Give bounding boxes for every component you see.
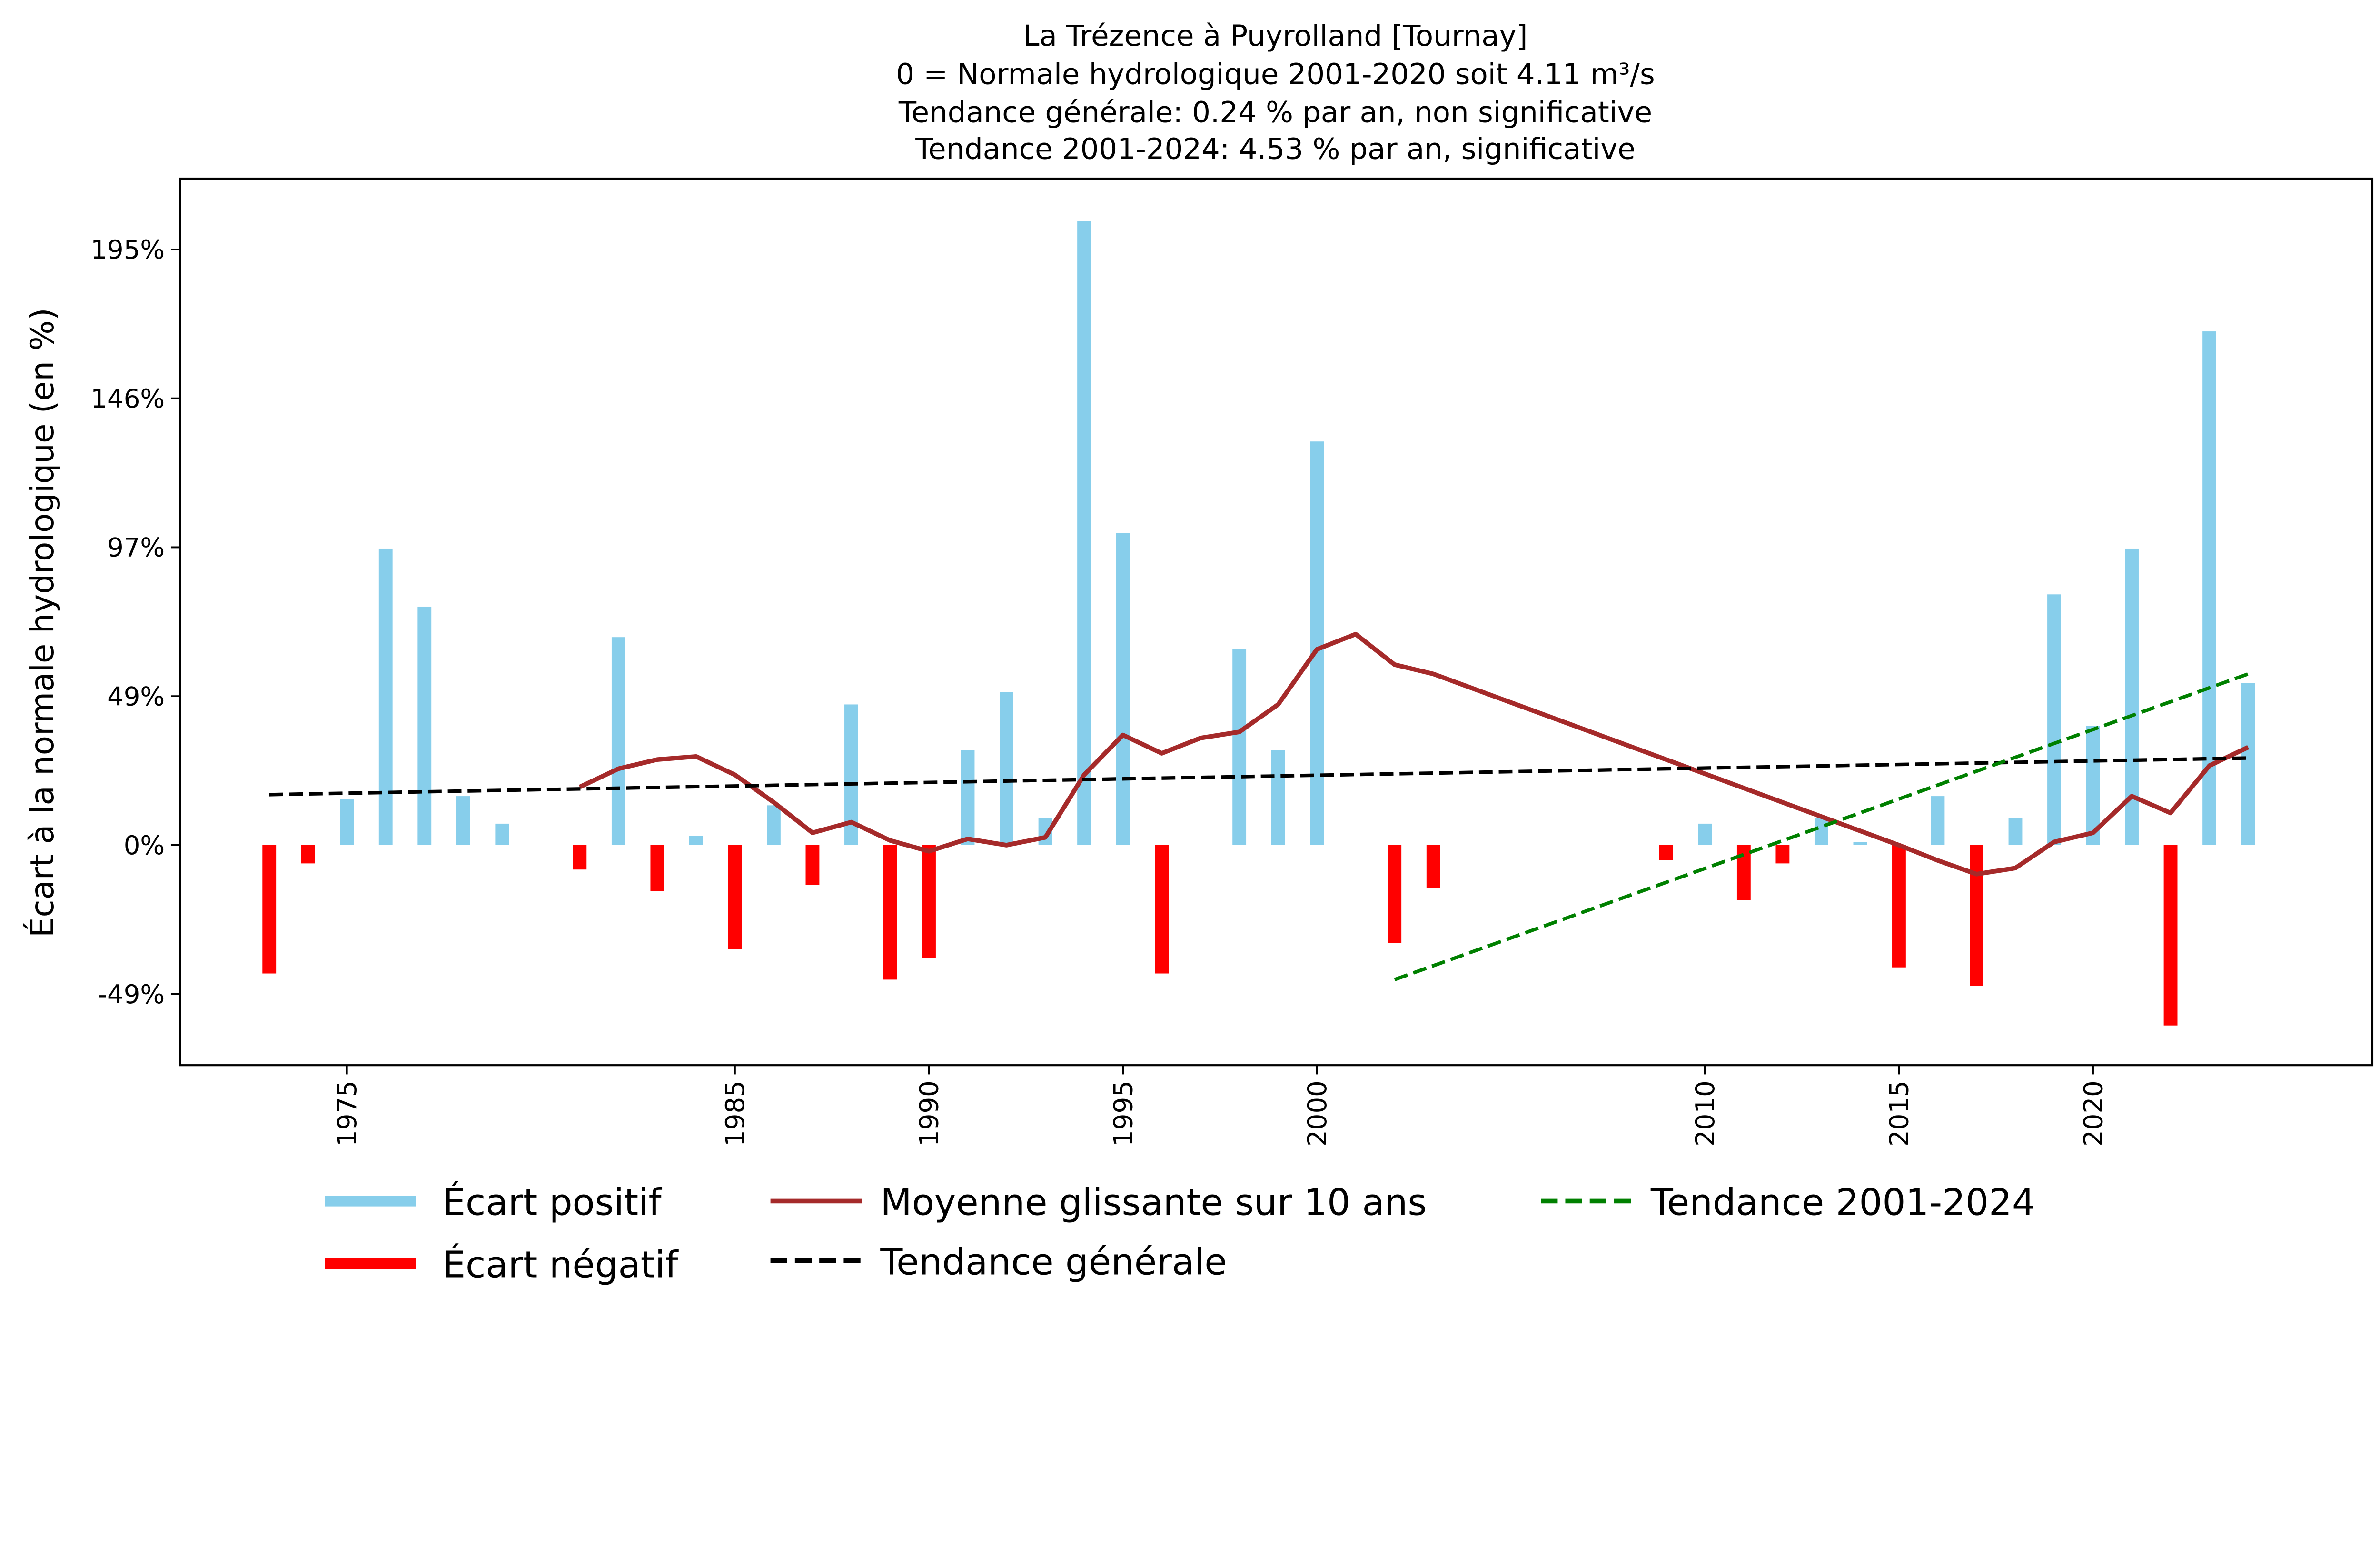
legend: Écart positif Écart négatif Moyenne glis…: [325, 1181, 2035, 1287]
bar-positive: [1000, 692, 1013, 845]
bar-positive: [2086, 726, 2100, 845]
bar-positive: [611, 637, 625, 845]
bar-positive: [1310, 441, 1324, 845]
bar-negative: [2163, 845, 2178, 1026]
bar-negative: [728, 845, 742, 949]
bar-negative: [301, 845, 315, 864]
y-tick-label: 146%: [90, 383, 165, 414]
bar-negative: [262, 845, 277, 974]
bar-negative: [1736, 845, 1751, 900]
bar-negative: [650, 845, 664, 891]
bar-negative: [573, 845, 587, 870]
bar-positive: [1814, 818, 1828, 845]
bar-positive: [2047, 594, 2061, 845]
trend-recent-line: [1394, 672, 2249, 981]
bar-negative: [1970, 845, 1983, 986]
bar-negative: [1659, 845, 1673, 860]
plot-frame: [179, 177, 2374, 1067]
bar-positive: [340, 799, 354, 845]
bar-positive: [1853, 842, 1867, 845]
y-tick-label: 49%: [107, 681, 165, 711]
title-line-2: 0 = Normale hydrologique 2001-2020 soit …: [896, 57, 1655, 91]
y-axis-label: Écart à la normale hydrologique (en %): [23, 308, 61, 938]
chart: La Trézence à Puyrolland [Tournay] 0 = N…: [23, 19, 2374, 1287]
y-tick-label: -49%: [98, 979, 165, 1009]
x-tick-label: 2020: [2078, 1080, 2108, 1147]
bar-negative: [1388, 845, 1402, 943]
x-tick-label: 1990: [914, 1080, 944, 1147]
title-line-3: Tendance générale: 0.24 % par an, non si…: [898, 95, 1652, 129]
bar-positive: [689, 836, 703, 845]
bar-positive: [961, 750, 975, 845]
y-tick-label: 97%: [107, 532, 165, 563]
legend-label-negative: Écart négatif: [442, 1244, 679, 1287]
x-tick-label: 1975: [332, 1080, 362, 1147]
bar-positive: [495, 823, 509, 845]
title-line-1: La Trézence à Puyrolland [Tournay]: [1023, 19, 1528, 53]
legend-label-positive: Écart positif: [442, 1181, 662, 1224]
bar-negative: [1775, 845, 1790, 864]
chart-title: La Trézence à Puyrolland [Tournay] 0 = N…: [896, 19, 1655, 166]
bar-negative: [805, 845, 820, 885]
bar-positive: [417, 606, 432, 845]
y-tick-label: 195%: [90, 234, 165, 265]
x-tick-label: 2015: [1884, 1080, 1914, 1147]
x-axis: 1975 1985 1990 1995 2000 2010 2015 2020: [332, 1065, 2108, 1147]
bar-negative: [883, 845, 897, 980]
moving-average-line: [578, 631, 2250, 877]
x-tick-label: 2010: [1690, 1080, 1720, 1147]
bar-negative: [1155, 845, 1169, 974]
y-axis: -49% 0% 49% 97% 146% 195%: [90, 234, 180, 1009]
x-tick-label: 1985: [720, 1080, 750, 1147]
trend-general-line: [269, 756, 2249, 797]
bar-positive: [456, 796, 470, 845]
legend-label-trend-recent: Tendance 2001-2024: [1650, 1181, 2035, 1224]
bar-negative: [1426, 845, 1440, 888]
plot-area: [262, 221, 2255, 1026]
legend-label-moving-avg: Moyenne glissante sur 10 ans: [880, 1181, 1427, 1224]
title-line-4: Tendance 2001-2024: 4.53 % par an, signi…: [915, 132, 1635, 166]
legend-label-trend-general: Tendance générale: [880, 1241, 1227, 1283]
y-tick-label: 0%: [124, 830, 165, 860]
bar-positive: [1271, 750, 1285, 845]
bar-positive: [1116, 533, 1130, 845]
bar-positive: [2008, 818, 2023, 845]
bar-negative: [1892, 845, 1906, 968]
bar-positive: [1931, 796, 1945, 845]
x-tick-label: 1995: [1108, 1080, 1138, 1147]
bar-positive: [1232, 649, 1247, 845]
bar-positive: [2241, 683, 2255, 845]
bar-negative: [922, 845, 936, 958]
bar-positive: [1698, 823, 1712, 845]
x-tick-label: 2000: [1302, 1080, 1332, 1147]
bar-positive: [767, 805, 781, 845]
bar-positive: [1077, 221, 1091, 845]
bar-positive: [378, 548, 393, 845]
